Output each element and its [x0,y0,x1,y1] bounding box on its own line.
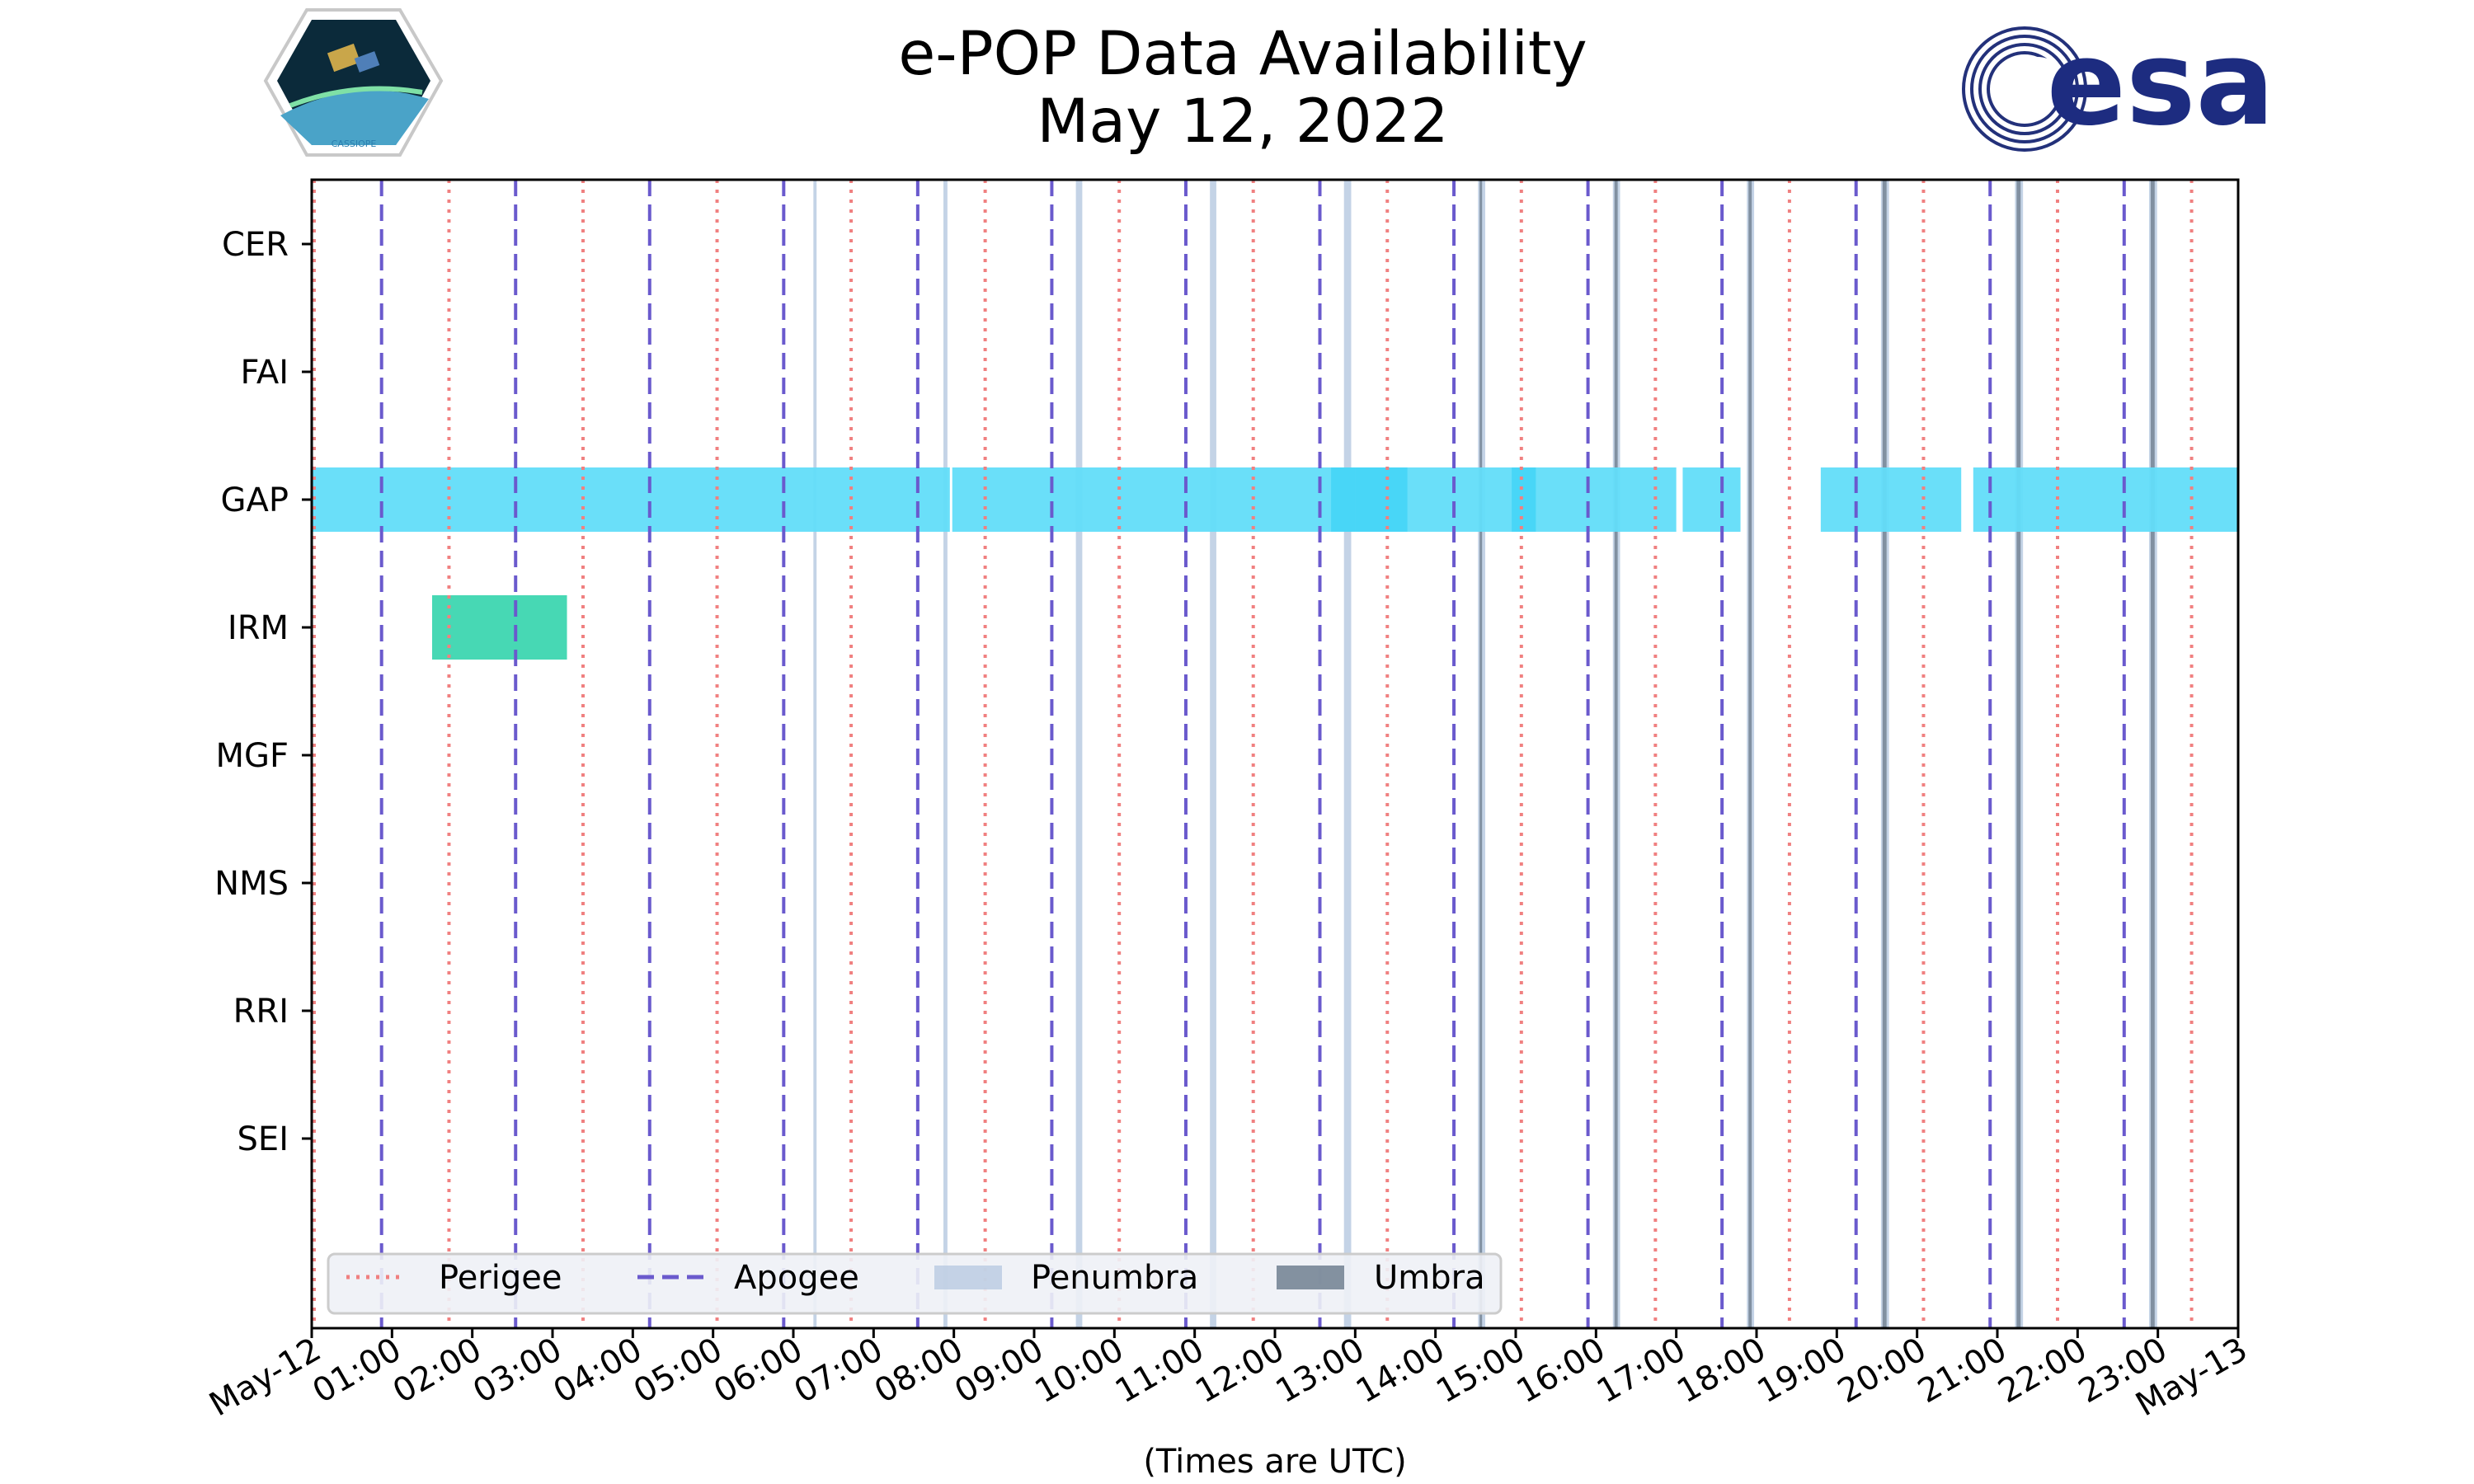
eclipse-bands [813,180,2157,1328]
x-tick-label: 08:00 [868,1331,970,1411]
x-tick-label: 18:00 [1671,1331,1772,1411]
x-axis: May-1201:0002:0003:0004:0005:0006:0007:0… [203,1328,2254,1424]
legend-perigee-label: Perigee [439,1259,562,1297]
penumbra-band [943,180,948,1328]
penumbra-band [1343,180,1352,1328]
x-tick-label: 20:00 [1832,1331,1933,1411]
y-tick-label-gap: GAP [221,481,289,519]
penumbra-band [1210,180,1216,1328]
esa-logo-text: esa [2047,16,2275,152]
x-tick-label: 11:00 [1109,1331,1211,1411]
x-tick-label: 01:00 [306,1331,407,1411]
legend-apogee-label: Apogee [734,1259,859,1297]
gap-coverage-bar [952,467,1677,532]
legend: Perigee Apogee Penumbra Umbra [327,1252,1503,1315]
legend-penumbra-label: Penumbra [1031,1259,1198,1297]
y-tick-label-fai: FAI [241,354,289,392]
y-tick-label-nms: NMS [214,865,289,903]
penumbra-band [1075,180,1083,1328]
x-tick-label: 17:00 [1591,1331,1692,1411]
x-tick-label: 05:00 [628,1331,729,1411]
irm-coverage-bar [432,595,567,660]
umbra-band [1479,180,1483,1328]
x-tick-label: 21:00 [1912,1331,2013,1411]
umbra-band [2150,180,2155,1328]
x-tick-label: 10:00 [1028,1331,1130,1411]
x-tick-label: 09:00 [948,1331,1050,1411]
chart-subtitle: May 12, 2022 [1037,87,1448,157]
legend-box [327,1252,1503,1315]
cassiope-logo: CASSIOPE [263,8,444,157]
x-tick-label: 06:00 [708,1331,809,1411]
gap-coverage-bar [1973,467,2238,532]
legend-penumbra-swatch [934,1266,1002,1289]
x-axis-label: (Times are UTC) [1143,1443,1406,1481]
y-tick-label-irm: IRM [228,609,289,647]
legend-umbra-label: Umbra [1374,1259,1485,1297]
x-tick-label: 19:00 [1751,1331,1852,1411]
orbit-event-lines [312,180,2194,1328]
gap-coverage-overlap [1355,467,1408,532]
coverage-bars [312,467,2238,660]
x-tick-label: 04:00 [547,1331,648,1411]
legend-umbra-swatch [1277,1266,1344,1289]
gap-coverage-overlap [1331,467,1356,532]
penumbra-band [813,180,817,1328]
umbra-band [2016,180,2021,1328]
x-tick-label: 02:00 [387,1331,488,1411]
plot-frame [310,178,2240,1330]
x-tick-label: 12:00 [1189,1331,1291,1411]
x-tick-label: 07:00 [788,1331,889,1411]
plot-area: CER FAI GAP IRM MGF NMS RRI SEI May-1201:0002:0… [203,178,2254,1424]
x-tick-label: 15:00 [1430,1331,1531,1411]
esa-logo: esa [1962,16,2275,152]
chart-title: e-POP Data Availability [898,19,1587,89]
y-tick-label-mgf: MGF [215,737,289,775]
x-tick-label: 03:00 [467,1331,568,1411]
cassiope-logo-text: CASSIOPE [332,139,377,149]
gap-coverage-bar [1820,467,1962,532]
gap-coverage-bar [312,467,950,532]
gap-coverage-bar [1682,467,1741,532]
x-tick-label: 16:00 [1510,1331,1611,1411]
y-tick-label-sei: SEI [238,1120,289,1158]
umbra-band [1882,180,1887,1328]
y-tick-label-rri: RRI [233,993,289,1031]
umbra-band [1748,180,1752,1328]
y-tick-label-cer: CER [222,226,289,264]
umbra-band [1614,180,1618,1328]
x-tick-label: 14:00 [1350,1331,1451,1411]
x-tick-label: 22:00 [1992,1331,2093,1411]
y-axis: CER FAI GAP IRM MGF NMS RRI SEI [214,226,312,1158]
x-tick-label: 13:00 [1269,1331,1371,1411]
gap-coverage-overlap [1512,467,1536,532]
